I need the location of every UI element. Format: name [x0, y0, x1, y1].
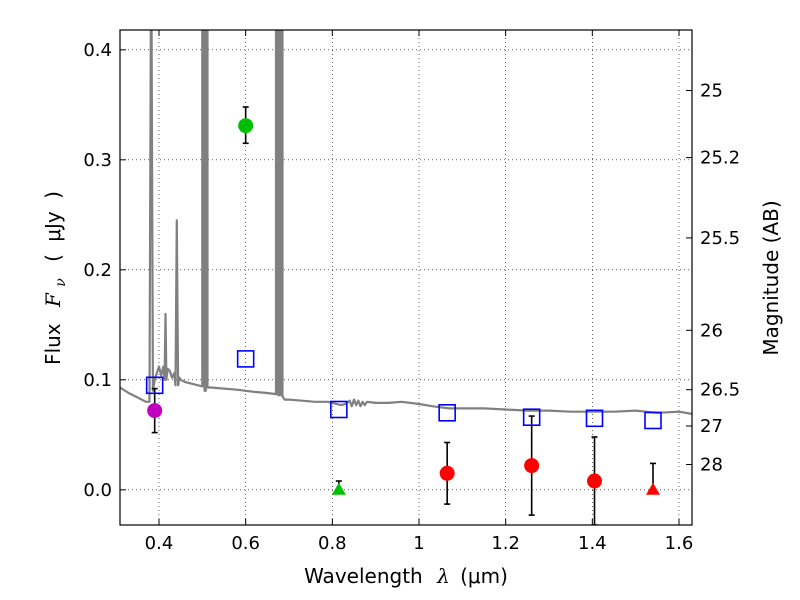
y-tick-label: 0.1: [83, 370, 112, 391]
y2-tick-label: 26: [700, 320, 723, 341]
y2-tick-label: 27: [700, 416, 723, 437]
y-axis-unit-open: (: [41, 254, 65, 262]
y2-tick-label: 28: [700, 455, 723, 476]
model-photometry-square: [438, 403, 456, 422]
y-tick-label: 0.3: [83, 150, 112, 171]
tick-labels: 0.4 0.6 0.8 1 1.2 1.4 1.6 0.0 0.1 0.2 0.3 0.4 25 25.2…: [83, 40, 740, 554]
y-axis-unit: μJy: [41, 211, 65, 242]
y2-tick-label: 25: [700, 81, 723, 102]
x-axis-title: Wavelength λ (μm): [304, 564, 508, 588]
detection-point: [147, 403, 163, 419]
x-tick-label: 1.6: [665, 533, 694, 554]
detection-point: [524, 458, 540, 474]
x-axis-unit: (μm): [460, 564, 508, 588]
y-axis-label: Flux: [41, 323, 65, 365]
model-photometry-square: [522, 408, 541, 427]
y-tick-label: 0.0: [83, 480, 112, 501]
y-tick-label: 0.4: [83, 40, 112, 61]
x-tick-label: 0.8: [318, 533, 347, 554]
detection-point: [439, 465, 455, 481]
x-tick-label: 1.2: [491, 533, 520, 554]
y2-tick-label: 25.5: [700, 228, 740, 249]
model-photometry-square: [644, 411, 662, 430]
y2-tick-label: 25.2: [700, 148, 740, 169]
x-axis-label: Wavelength: [304, 564, 423, 588]
detection-point: [587, 473, 602, 489]
y-axis-unit-close: ): [41, 191, 65, 199]
x-tick-label: 0.4: [145, 533, 174, 554]
upper-limit-triangle: [646, 482, 660, 495]
y2-axis-title: Magnitude (AB): [759, 200, 783, 355]
y-tick-label: 0.2: [83, 260, 112, 281]
detection-point: [238, 118, 254, 134]
plot-frame: [119, 29, 693, 526]
model-photometry-square: [145, 376, 164, 395]
x-tick-label: 1: [413, 533, 424, 554]
model-spectrum-line: [120, 30, 692, 415]
y2-tick-label: 26.5: [700, 380, 740, 401]
grid: [120, 30, 692, 525]
x-axis-symbol: λ: [436, 564, 450, 588]
y-axis-subscript: ν: [53, 278, 69, 287]
model-photometry-square: [585, 409, 604, 428]
model-photometry-square: [236, 350, 255, 368]
x-tick-label: 0.6: [231, 533, 260, 554]
x-tick-label: 1.4: [578, 533, 607, 554]
plot-area: [120, 30, 692, 525]
y-axis-symbol: F: [41, 292, 65, 308]
model-photometry-square: [330, 400, 348, 419]
upper-limit-triangle: [331, 482, 346, 495]
y-axis-title: Flux F ν ( μJy ): [41, 191, 70, 365]
axis-ticks: [120, 30, 692, 525]
